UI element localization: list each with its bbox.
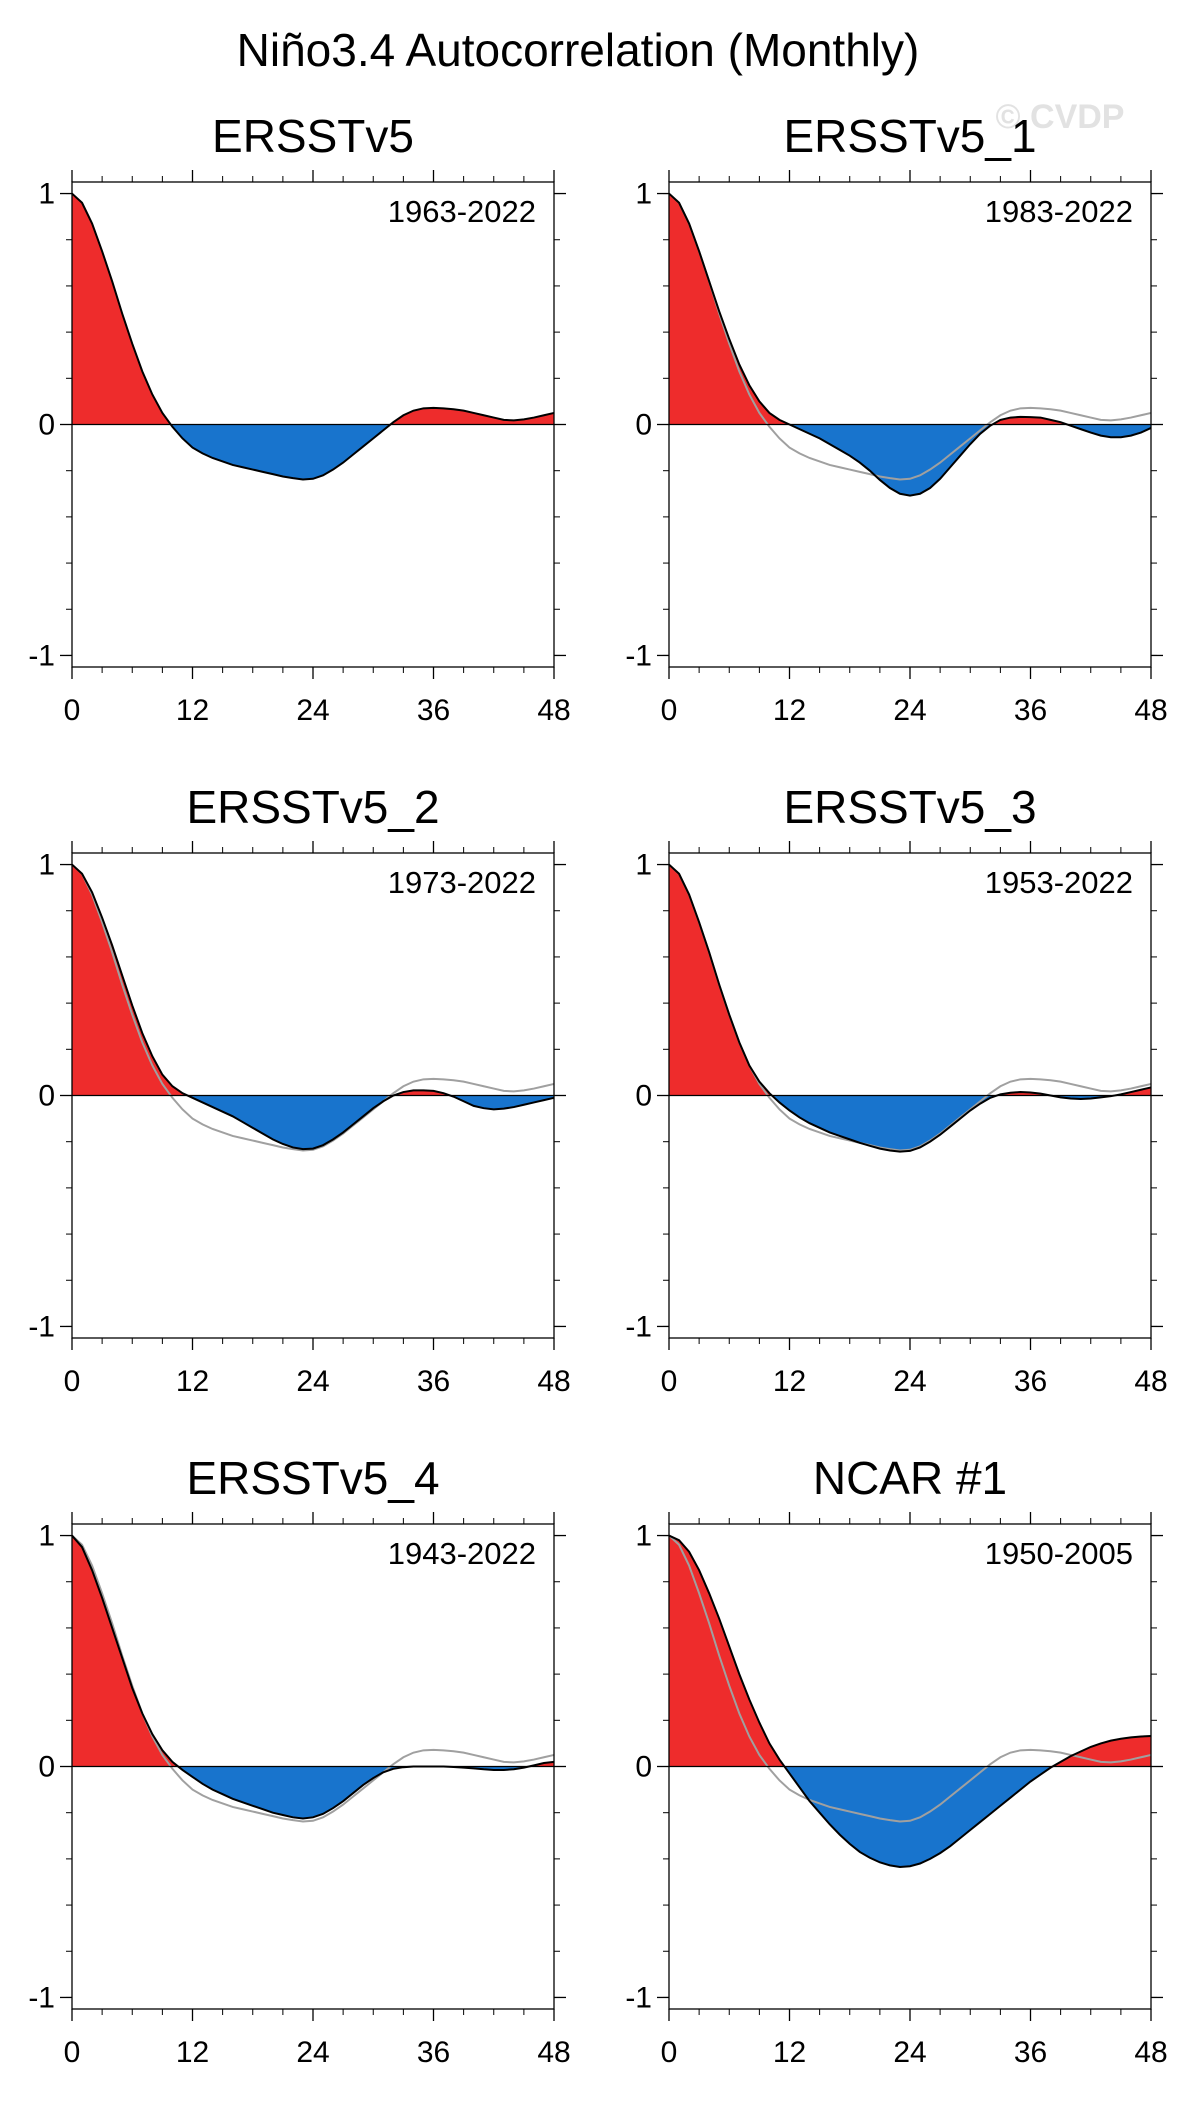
panel-title: ERSSTv5_4 <box>186 1452 439 1504</box>
y-tick-label: -1 <box>28 1981 55 2014</box>
period-label: 1950-2005 <box>985 1536 1133 1571</box>
chart-panel: ERSSTv5_3 -1 0 1 0 12 24 36 48 1953-2022 <box>625 781 1167 1398</box>
chart-panel: ERSSTv5_4 -1 0 1 0 12 24 36 48 1943-2022 <box>28 1452 570 2069</box>
x-tick-label: 36 <box>417 694 450 727</box>
negative-area <box>72 1095 554 1150</box>
x-tick-label: 36 <box>1014 1365 1047 1398</box>
x-tick-label: 48 <box>1134 1365 1167 1398</box>
x-tick-label: 24 <box>296 694 329 727</box>
x-tick-label: 24 <box>296 1365 329 1398</box>
watermark: © CVDP <box>996 98 1125 136</box>
y-tick-label: -1 <box>625 1981 652 2014</box>
x-tick-label: 0 <box>64 694 81 727</box>
y-tick-label: 0 <box>38 1751 55 1784</box>
chart-panel: ERSSTv5 -1 0 1 0 12 24 36 48 1963-2022 <box>28 110 570 727</box>
x-tick-label: 24 <box>296 2036 329 2069</box>
x-tick-label: 36 <box>1014 694 1047 727</box>
y-tick-label: -1 <box>625 639 652 672</box>
y-tick-label: 0 <box>635 409 652 442</box>
x-tick-label: 0 <box>64 2036 81 2069</box>
x-tick-label: 0 <box>64 1365 81 1398</box>
series-line <box>71 1534 555 1820</box>
x-tick-label: 48 <box>537 1365 570 1398</box>
y-tick-label: -1 <box>625 1310 652 1343</box>
panel-title: ERSSTv5_3 <box>783 781 1036 833</box>
figure-title: Niño3.4 Autocorrelation (Monthly) <box>237 24 920 76</box>
panel-title: ERSSTv5_2 <box>186 781 439 833</box>
series-line <box>71 863 555 1151</box>
period-label: 1983-2022 <box>985 194 1133 229</box>
x-tick-label: 12 <box>773 1365 806 1398</box>
panel-title: ERSSTv5 <box>212 110 414 162</box>
positive-area <box>669 864 1151 1096</box>
x-tick-label: 24 <box>893 2036 926 2069</box>
x-tick-label: 48 <box>537 694 570 727</box>
panel-title: NCAR #1 <box>813 1452 1007 1504</box>
period-label: 1963-2022 <box>388 194 536 229</box>
series-line <box>71 192 555 481</box>
series-line <box>668 1534 1152 1868</box>
x-tick-label: 12 <box>773 2036 806 2069</box>
period-label: 1973-2022 <box>388 865 536 900</box>
y-tick-label: 0 <box>38 1080 55 1113</box>
negative-area <box>669 1766 1151 1867</box>
positive-area <box>669 193 1151 425</box>
x-tick-label: 0 <box>661 2036 678 2069</box>
y-tick-label: 1 <box>635 178 652 211</box>
period-label: 1953-2022 <box>985 865 1133 900</box>
x-tick-label: 0 <box>661 694 678 727</box>
y-tick-label: 1 <box>635 849 652 882</box>
chart-panel: ERSSTv5_2 -1 0 1 0 12 24 36 48 1973-2022 <box>28 781 570 1398</box>
x-tick-label: 24 <box>893 1365 926 1398</box>
series-line <box>668 863 1152 1153</box>
negative-area <box>72 1766 554 1819</box>
x-tick-label: 12 <box>176 2036 209 2069</box>
reference-series-line <box>71 863 555 1152</box>
y-tick-label: -1 <box>28 639 55 672</box>
x-tick-label: 48 <box>1134 2036 1167 2069</box>
x-tick-label: 12 <box>176 1365 209 1398</box>
panel-title: ERSSTv5_1 <box>783 110 1036 162</box>
series-line <box>668 192 1152 497</box>
chart-panel: NCAR #1 -1 0 1 0 12 24 36 48 1950-2005 <box>625 1452 1167 2069</box>
x-tick-label: 12 <box>773 694 806 727</box>
x-tick-label: 48 <box>537 2036 570 2069</box>
negative-area <box>669 424 1151 496</box>
reference-series-line <box>668 1534 1152 1823</box>
x-tick-label: 48 <box>1134 694 1167 727</box>
y-tick-label: 0 <box>635 1751 652 1784</box>
x-tick-label: 36 <box>1014 2036 1047 2069</box>
chart-panel: ERSSTv5_1 -1 0 1 0 12 24 36 48 1983-2022 <box>625 110 1167 727</box>
x-tick-label: 36 <box>417 2036 450 2069</box>
x-tick-label: 36 <box>417 1365 450 1398</box>
y-tick-label: 0 <box>635 1080 652 1113</box>
y-tick-label: 1 <box>38 178 55 211</box>
panel-grid: ERSSTv5 -1 0 1 0 12 24 36 48 1963-2022 ERSSTv5_1 -1… <box>28 110 1167 2069</box>
y-tick-label: 1 <box>635 1520 652 1553</box>
x-tick-label: 24 <box>893 694 926 727</box>
y-tick-label: -1 <box>28 1310 55 1343</box>
x-tick-label: 0 <box>661 1365 678 1398</box>
positive-area <box>72 864 554 1096</box>
reference-series-line <box>668 192 1152 481</box>
y-tick-label: 0 <box>38 409 55 442</box>
x-tick-label: 12 <box>176 694 209 727</box>
period-label: 1943-2022 <box>388 1536 536 1571</box>
positive-area <box>72 193 554 425</box>
reference-series-line <box>71 1534 555 1823</box>
negative-area <box>72 424 554 480</box>
positive-area <box>72 1535 554 1767</box>
y-tick-label: 1 <box>38 1520 55 1553</box>
y-tick-label: 1 <box>38 849 55 882</box>
